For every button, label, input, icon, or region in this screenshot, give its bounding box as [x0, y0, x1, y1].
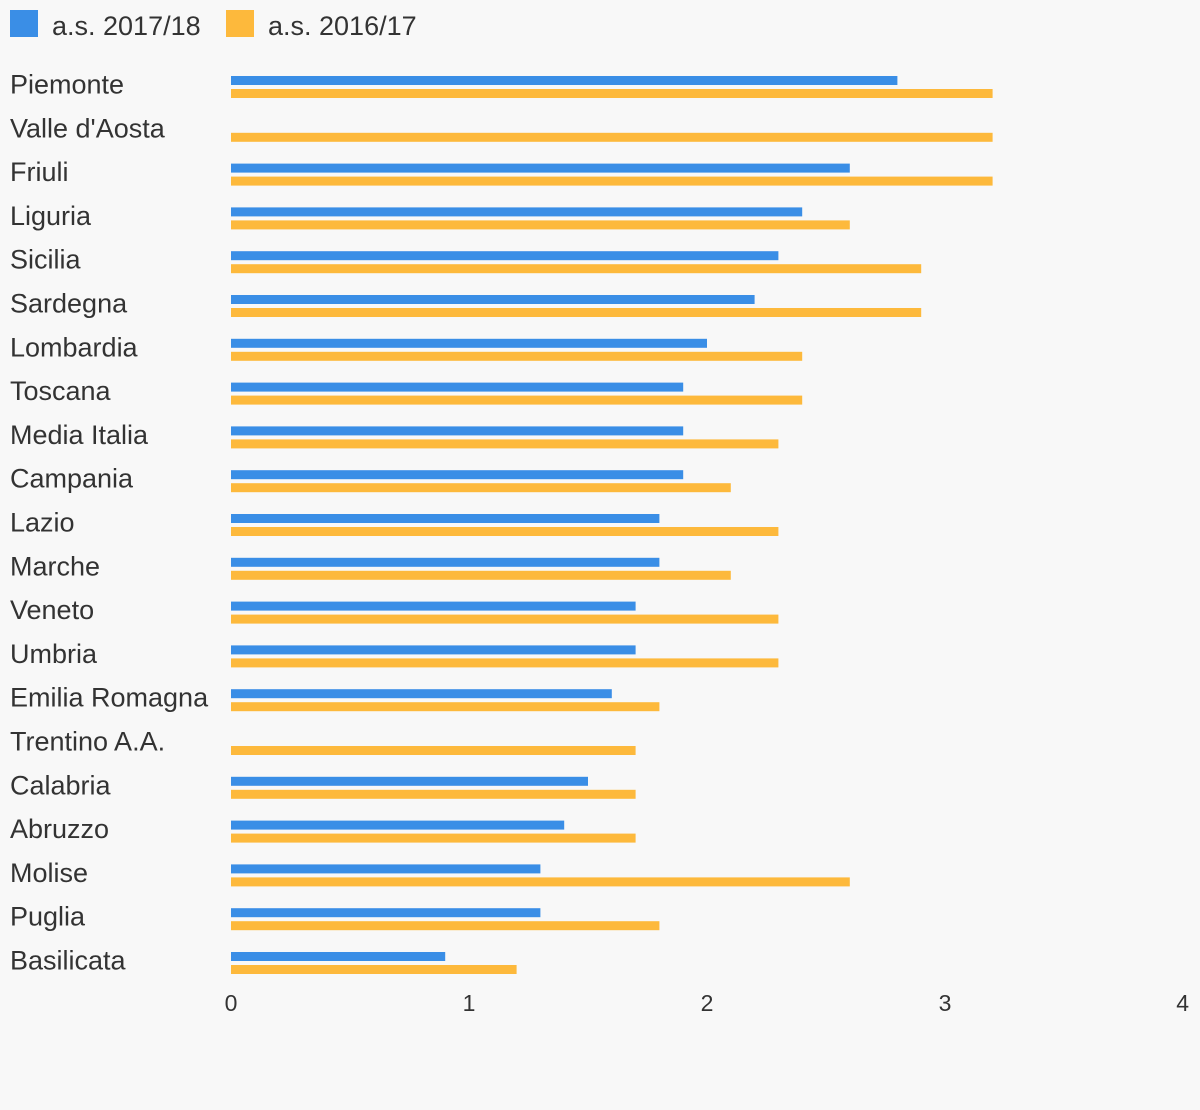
category-label: Trentino A.A.	[10, 727, 165, 757]
bars	[231, 76, 993, 974]
chart-legend: a.s. 2017/18 a.s. 2016/17	[10, 10, 417, 41]
category-label: Puglia	[10, 902, 86, 932]
bar-series-1-7	[231, 382, 684, 392]
category-labels: Piemonte Valle d'Aosta Friuli Liguria Sicili…	[10, 70, 209, 976]
bar-series-2-3	[231, 220, 850, 230]
bar-series-1-10	[231, 514, 660, 523]
bar-series-1-12	[231, 601, 636, 611]
category-label: Molise	[10, 858, 88, 888]
bar-series-2-9	[231, 483, 731, 493]
bar-series-2-20	[231, 965, 517, 974]
x-axis-ticks: 0 1 2 3 4	[225, 990, 1190, 1016]
category-label: Basilicata	[10, 946, 127, 976]
bar-series-2-11	[231, 570, 731, 580]
legend-label-1: a.s. 2017/18	[52, 11, 201, 41]
x-tick-label: 2	[701, 990, 714, 1016]
bar-series-2-0	[231, 89, 993, 98]
x-tick-label: 4	[1176, 990, 1189, 1016]
category-label: Lombardia	[10, 332, 139, 362]
bar-series-1-13	[231, 645, 636, 655]
bar-series-1-20	[231, 952, 446, 961]
bar-series-1-8	[231, 426, 684, 436]
bar-series-2-12	[231, 614, 779, 624]
bar-series-1-19	[231, 908, 541, 918]
x-tick-label: 0	[225, 990, 238, 1016]
bar-series-1-11	[231, 557, 660, 567]
bar-series-2-5	[231, 308, 922, 317]
category-label: Valle d'Aosta	[10, 113, 166, 143]
x-tick-label: 3	[939, 990, 952, 1016]
legend-swatch-1	[10, 10, 38, 37]
category-label: Veneto	[10, 595, 94, 625]
category-label: Media Italia	[10, 420, 149, 450]
bar-series-1-17	[231, 820, 565, 830]
bar-series-1-5	[231, 295, 755, 304]
x-tick-label: 1	[463, 990, 476, 1016]
category-label: Abruzzo	[10, 814, 109, 844]
category-label: Sicilia	[10, 245, 82, 275]
legend-label-2: a.s. 2016/17	[268, 11, 417, 41]
bar-series-2-15	[231, 746, 636, 755]
category-label: Umbria	[10, 639, 98, 669]
bar-series-1-18	[231, 864, 541, 874]
bar-series-2-7	[231, 395, 803, 405]
bar-series-2-8	[231, 439, 779, 449]
bar-series-1-3	[231, 207, 803, 217]
bar-series-1-2	[231, 163, 850, 173]
bar-series-2-19	[231, 921, 660, 931]
bar-series-2-13	[231, 658, 779, 668]
category-label: Sardegna	[10, 289, 128, 319]
category-label: Piemonte	[10, 70, 124, 100]
bar-series-1-0	[231, 76, 898, 85]
bar-series-2-1	[231, 132, 993, 142]
category-label: Liguria	[10, 201, 92, 231]
bar-series-2-4	[231, 264, 922, 274]
bar-series-2-10	[231, 527, 779, 536]
bar-series-2-14	[231, 702, 660, 712]
bar-series-2-2	[231, 176, 993, 186]
category-label: Calabria	[10, 770, 112, 800]
category-label: Emilia Romagna	[10, 683, 209, 713]
bar-series-1-14	[231, 689, 612, 699]
legend-swatch-2	[226, 10, 254, 37]
bar-series-1-9	[231, 470, 684, 480]
bar-series-2-16	[231, 789, 636, 799]
bar-series-2-18	[231, 877, 850, 887]
bar-series-2-6	[231, 351, 803, 361]
bar-series-2-17	[231, 833, 636, 843]
bar-series-1-16	[231, 776, 588, 786]
category-label: Toscana	[10, 376, 112, 406]
category-label: Lazio	[10, 508, 75, 538]
bar-series-1-4	[231, 251, 779, 261]
category-label: Marche	[10, 551, 100, 581]
category-label: Campania	[10, 464, 134, 494]
category-label: Friuli	[10, 157, 69, 187]
bar-series-1-6	[231, 338, 707, 348]
